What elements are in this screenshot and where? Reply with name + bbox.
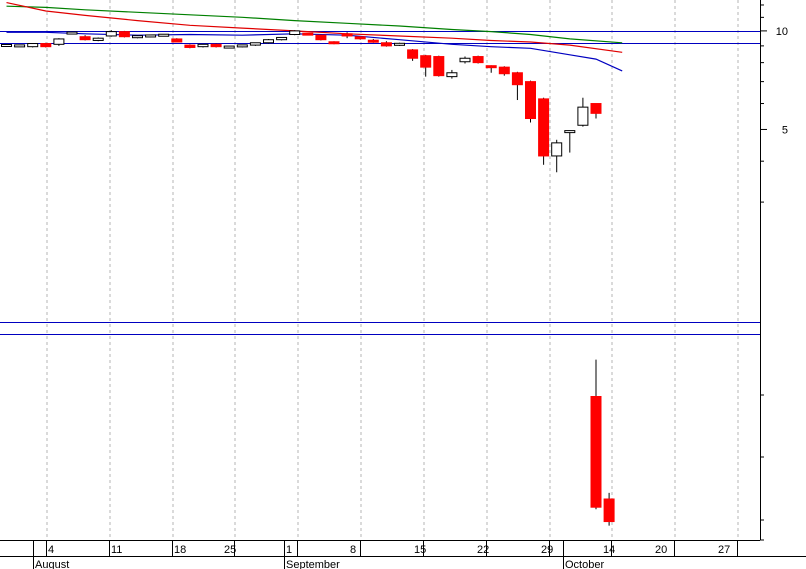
x-day-label: 25 — [224, 544, 236, 556]
candle-down — [485, 65, 497, 69]
candle-down — [420, 55, 432, 68]
candle-up — [53, 38, 65, 45]
x-month-label: October — [565, 559, 604, 569]
candle-up — [551, 142, 563, 157]
candle-down — [40, 43, 52, 48]
candle-up — [446, 72, 458, 78]
x-day-label: 11 — [111, 544, 122, 556]
candle-up — [394, 42, 405, 46]
candle-down — [184, 44, 196, 48]
x-day-label: 1 — [286, 544, 292, 556]
x-day-label: 18 — [174, 544, 186, 556]
grid-lines — [46, 0, 739, 540]
candle-up — [14, 44, 26, 48]
moving-average-red — [6, 2, 623, 53]
x-day-label: 27 — [718, 544, 730, 556]
candle-down — [118, 31, 130, 38]
x-day-label: 8 — [350, 544, 356, 556]
candle-up — [263, 39, 274, 44]
y-tick-label: 5 — [782, 124, 788, 136]
candle-up — [223, 45, 235, 49]
candle-down — [380, 42, 392, 47]
candle-up — [158, 33, 170, 37]
candle-up — [145, 34, 157, 38]
lower-panel — [590, 359, 615, 526]
candle-down — [171, 38, 183, 43]
y-tick-label: 10 — [776, 26, 788, 38]
candle-up — [236, 44, 248, 48]
candle-down — [302, 32, 314, 36]
candle-up — [459, 57, 471, 63]
x-day-label: 22 — [477, 544, 489, 556]
candle-down — [511, 72, 523, 86]
candle-up — [577, 106, 589, 126]
x-day-label: 4 — [48, 544, 54, 556]
candle-up — [1, 43, 12, 47]
candle-down — [341, 33, 353, 37]
x-month-label: September — [286, 559, 340, 569]
candle-down — [525, 81, 536, 120]
candle-up — [27, 43, 39, 48]
candle-down — [328, 41, 340, 45]
candle-up — [564, 130, 576, 134]
x-day-label: 14 — [603, 544, 615, 556]
candle-down — [367, 39, 379, 43]
candle-down — [538, 98, 550, 157]
candle-up — [66, 31, 78, 35]
x-day-label: 29 — [541, 544, 553, 556]
candle-up — [197, 43, 209, 48]
candle-down — [79, 36, 91, 41]
candle-up — [249, 42, 261, 46]
candle-down — [433, 56, 445, 77]
axis-labels: 15105411182518152229142027AugustSeptembe… — [35, 26, 788, 569]
candle-up — [289, 30, 301, 35]
x-day-label: 20 — [655, 544, 667, 556]
candle-up — [92, 37, 104, 41]
candle-down — [590, 103, 602, 114]
candle-down — [315, 34, 327, 41]
candle-down — [498, 66, 510, 75]
x-month-label: August — [35, 559, 69, 569]
x-day-label: 15 — [414, 544, 426, 556]
candle-down — [354, 36, 366, 40]
candle-down — [407, 49, 419, 59]
candle-up — [276, 36, 288, 41]
candle-down — [210, 43, 222, 48]
moving-average-green — [6, 5, 623, 44]
candle-down — [590, 396, 602, 508]
candle-down — [603, 498, 615, 523]
candle-up — [105, 31, 117, 37]
candle-down — [472, 56, 484, 64]
candle-up — [132, 35, 143, 39]
price-candles — [1, 30, 602, 173]
